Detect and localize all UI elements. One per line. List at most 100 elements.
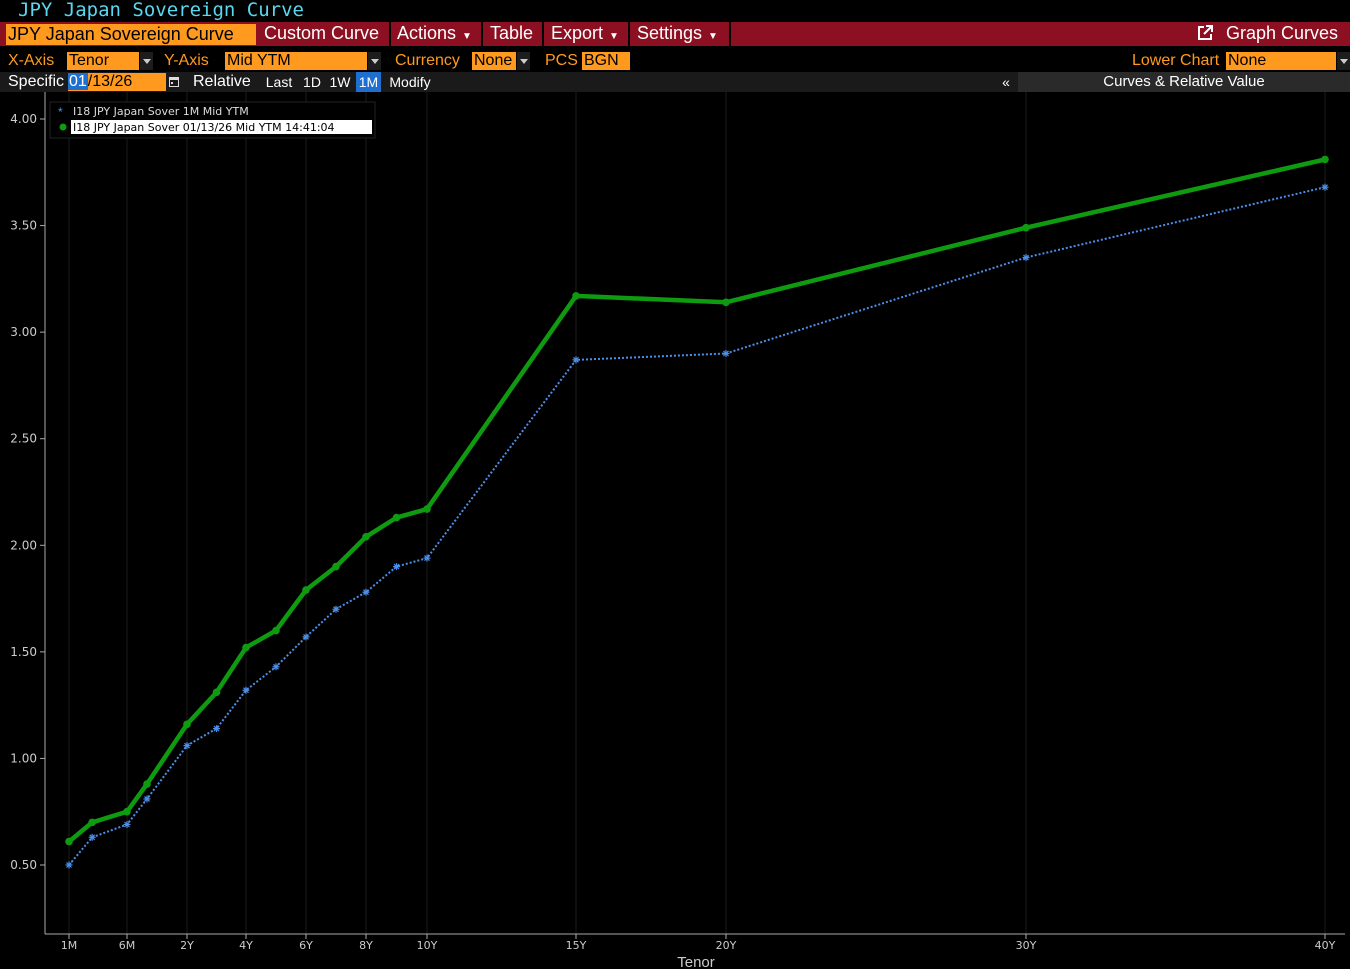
data-point-current bbox=[212, 688, 221, 697]
range-1m[interactable]: 1M bbox=[356, 72, 381, 92]
data-point-prior bbox=[302, 633, 310, 641]
curve-selector[interactable]: JPY Japan Sovereign Curve bbox=[6, 24, 256, 45]
chart-grid bbox=[68, 92, 1326, 934]
data-point-current bbox=[242, 643, 250, 652]
chart-legend: * I18 JPY Japan Sover 1M Mid YTM I18 JPY J… bbox=[49, 101, 376, 139]
actions-menu[interactable]: Actions ▼ bbox=[397, 22, 472, 46]
chart-series bbox=[65, 155, 1329, 869]
dropdown-caret-icon: ▼ bbox=[462, 31, 472, 42]
series-line-current bbox=[67, 157, 1326, 844]
menu-divider bbox=[628, 22, 630, 46]
settings-menu[interactable]: Settings ▼ bbox=[637, 22, 718, 46]
modify-button[interactable]: Modify bbox=[389, 74, 431, 90]
yield-curve-chart: 4.00 3.50 3.00 2.50 2.00 1.50 1.00 0.50 1M 6M 2Y 4Y… bbox=[10, 92, 1345, 969]
data-point-current bbox=[65, 837, 73, 846]
range-1d[interactable]: 1D bbox=[303, 74, 321, 90]
dropdown-caret-icon: ▼ bbox=[609, 31, 619, 42]
data-point-current bbox=[423, 505, 431, 513]
data-point-current bbox=[272, 626, 280, 635]
data-point-prior bbox=[393, 563, 400, 571]
data-point-prior bbox=[722, 349, 730, 357]
pcs-label: PCS bbox=[545, 52, 578, 69]
date-day-year: /13/26 bbox=[87, 73, 133, 90]
data-point-current bbox=[572, 292, 580, 300]
menu-divider bbox=[542, 22, 544, 46]
date-month: 01 bbox=[68, 73, 88, 90]
custom-curve-menu[interactable]: Custom Curve bbox=[264, 22, 379, 46]
collapse-panel-icon[interactable]: « bbox=[1002, 74, 1010, 90]
lower-chart-select[interactable]: None bbox=[1226, 52, 1336, 70]
dropdown-caret-icon: ▼ bbox=[708, 31, 718, 42]
xaxis-select[interactable]: Tenor bbox=[67, 52, 139, 70]
lower-chart-label: Lower Chart bbox=[1132, 52, 1220, 69]
data-point-prior bbox=[272, 663, 280, 671]
currency-label: Currency bbox=[395, 52, 460, 69]
currency-dropdown-icon[interactable] bbox=[517, 52, 530, 70]
data-point-current bbox=[143, 780, 151, 788]
actions-label: Actions bbox=[397, 23, 457, 43]
popout-icon bbox=[1197, 25, 1213, 40]
yaxis-select[interactable]: Mid YTM bbox=[225, 52, 367, 70]
series-line-prior bbox=[68, 186, 1326, 866]
date-range-row: Specific 01/13/26 Relative Last 1D 1W 1M… bbox=[0, 72, 1350, 92]
menu-divider bbox=[481, 22, 483, 46]
calendar-icon[interactable] bbox=[169, 76, 179, 87]
data-point-prior bbox=[123, 821, 131, 829]
data-point-current bbox=[1321, 155, 1329, 164]
data-point-prior bbox=[183, 742, 191, 750]
date-input[interactable]: 01/13/26 bbox=[68, 73, 166, 91]
export-menu[interactable]: Export ▼ bbox=[551, 22, 619, 46]
data-point-current bbox=[722, 298, 730, 307]
curves-relative-value-tab[interactable]: Curves & Relative Value bbox=[1018, 72, 1350, 92]
data-point-current bbox=[302, 586, 310, 594]
data-point-prior bbox=[213, 725, 220, 733]
currency-select[interactable]: None bbox=[472, 52, 516, 70]
y-tick-label: 3.50 bbox=[10, 219, 37, 233]
legend-entry: I18 JPY Japan Sover 1M Mid YTM bbox=[73, 105, 249, 118]
chart-axes: 4.00 3.50 3.00 2.50 2.00 1.50 1.00 0.50 1M 6M 2Y 4Y… bbox=[10, 92, 1345, 969]
export-label: Export bbox=[551, 23, 604, 43]
window-title-bar: JPY Japan Sovereign Curve bbox=[0, 0, 1350, 22]
y-tick-label: 4.00 bbox=[10, 112, 37, 126]
lower-chart-dropdown-icon[interactable] bbox=[1337, 52, 1350, 70]
data-point-prior bbox=[332, 605, 340, 613]
data-point-current bbox=[123, 807, 131, 816]
table-label: Table bbox=[490, 23, 534, 43]
menu-bar: JPY Japan Sovereign Curve Custom Curve A… bbox=[0, 22, 1350, 46]
y-tick-label: 1.50 bbox=[10, 645, 37, 659]
data-point-current bbox=[392, 513, 401, 522]
specific-label: Specific bbox=[8, 73, 65, 90]
menu-divider bbox=[729, 22, 731, 46]
y-tick-label: 2.50 bbox=[10, 432, 37, 446]
range-last[interactable]: Last bbox=[265, 74, 293, 90]
yaxis-label: Y-Axis bbox=[164, 52, 209, 69]
x-tick-label: 15Y bbox=[566, 939, 587, 952]
range-1w[interactable]: 1W bbox=[329, 74, 351, 90]
axis-options-row: X-Axis Tenor Y-Axis Mid YTM Currency Non… bbox=[0, 50, 1350, 72]
x-tick-label: 6M bbox=[119, 939, 136, 952]
pcs-field[interactable]: BGN bbox=[582, 52, 630, 70]
x-tick-label: 4Y bbox=[239, 939, 253, 952]
data-point-current bbox=[362, 532, 370, 541]
graph-curves-button[interactable]: Graph Curves bbox=[1196, 22, 1338, 46]
x-axis-title: Tenor bbox=[677, 954, 715, 969]
y-tick-label: 3.00 bbox=[10, 325, 37, 339]
xaxis-dropdown-icon[interactable] bbox=[140, 52, 153, 70]
data-point-prior bbox=[1022, 254, 1030, 262]
custom-curve-label: Custom Curve bbox=[264, 23, 380, 43]
relative-label[interactable]: Relative bbox=[193, 73, 251, 90]
data-point-current bbox=[1022, 223, 1030, 232]
x-tick-label: 6Y bbox=[299, 939, 313, 952]
xaxis-label: X-Axis bbox=[8, 52, 55, 69]
window-title: JPY Japan Sovereign Curve bbox=[18, 0, 304, 21]
x-tick-label: 2Y bbox=[180, 939, 194, 952]
settings-label: Settings bbox=[637, 23, 703, 43]
yaxis-dropdown-icon[interactable] bbox=[368, 52, 381, 70]
x-tick-label: 1M bbox=[61, 939, 78, 952]
data-point-prior bbox=[143, 795, 151, 803]
x-tick-label: 10Y bbox=[417, 939, 438, 952]
legend-marker-prior: * bbox=[58, 105, 63, 119]
table-menu[interactable]: Table bbox=[490, 22, 533, 46]
data-point-prior bbox=[88, 833, 96, 841]
data-point-current bbox=[88, 818, 97, 827]
